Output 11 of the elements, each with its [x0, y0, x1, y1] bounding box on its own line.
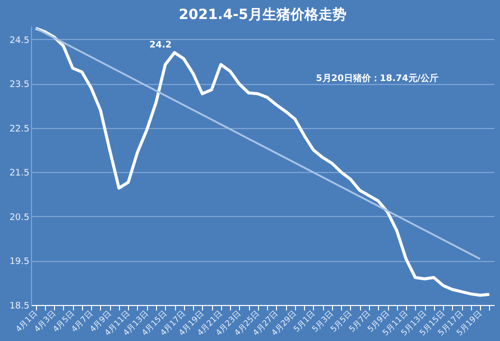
y-tick-label: 22.5 — [9, 124, 30, 134]
line-series — [34, 26, 491, 297]
y-tick-label: 20.5 — [9, 212, 30, 223]
y-tick-label: 24.5 — [9, 36, 30, 46]
data-label: 24.2 — [149, 40, 172, 51]
annotation: 5月20日猪价：18.74元/公斤 — [316, 73, 439, 84]
chart-title: 2021.4-5月生猪价格走势 — [178, 7, 346, 23]
y-tick-label: 18.5 — [9, 302, 30, 312]
y-tick-label: 21.5 — [9, 168, 30, 179]
y-tick-label: 19.5 — [9, 257, 30, 268]
y-tick-label: 23.5 — [9, 80, 30, 90]
